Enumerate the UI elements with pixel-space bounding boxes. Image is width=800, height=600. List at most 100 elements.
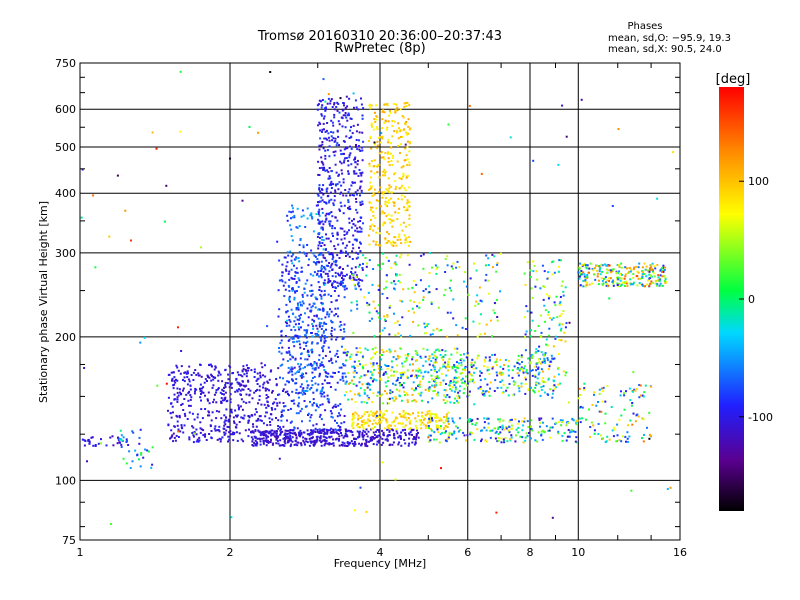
data-point <box>287 254 290 257</box>
data-point <box>355 172 358 175</box>
data-point <box>218 430 221 433</box>
data-point <box>359 180 362 183</box>
data-point <box>177 428 180 431</box>
data-point <box>557 270 560 273</box>
data-point <box>380 132 383 135</box>
data-point <box>641 273 644 276</box>
data-point <box>357 436 360 438</box>
data-point <box>295 378 298 381</box>
data-point <box>189 394 192 397</box>
data-point <box>340 283 343 286</box>
data-point <box>430 374 433 377</box>
data-point <box>368 420 371 423</box>
data-point <box>339 149 342 152</box>
data-point <box>406 399 409 402</box>
data-point <box>480 172 483 175</box>
data-point <box>296 302 299 305</box>
data-point <box>323 244 326 247</box>
data-point <box>277 367 280 370</box>
data-point <box>329 240 332 243</box>
data-point <box>590 421 593 424</box>
data-point <box>341 277 343 279</box>
data-point <box>318 208 321 211</box>
data-point <box>397 122 400 125</box>
data-point <box>305 438 308 440</box>
data-point <box>483 421 486 424</box>
data-point <box>391 421 394 424</box>
data-point <box>415 388 418 391</box>
data-point <box>649 277 652 279</box>
data-point <box>333 108 336 111</box>
data-point <box>182 409 185 411</box>
data-point <box>457 391 460 394</box>
data-point <box>321 207 324 210</box>
data-point <box>233 420 235 423</box>
data-point <box>324 109 327 112</box>
data-point <box>408 201 411 204</box>
data-point <box>633 388 636 391</box>
data-point <box>453 364 456 367</box>
data-point <box>418 386 421 389</box>
data-point <box>381 292 384 295</box>
data-point <box>315 362 318 365</box>
data-point <box>350 135 353 138</box>
data-point <box>208 433 211 435</box>
data-point <box>186 383 189 386</box>
data-point <box>515 434 517 437</box>
data-point <box>208 411 210 414</box>
data-point <box>537 366 540 369</box>
data-point <box>368 104 371 107</box>
data-point <box>339 97 342 100</box>
data-point <box>192 371 195 374</box>
data-point <box>206 398 209 401</box>
data-point <box>377 316 380 319</box>
data-point <box>321 220 324 223</box>
data-point <box>395 430 398 433</box>
data-point <box>631 390 634 393</box>
data-point <box>317 330 320 333</box>
data-point <box>322 365 325 368</box>
data-point <box>456 334 459 337</box>
data-point <box>376 144 379 147</box>
data-point <box>323 341 326 344</box>
data-point <box>435 384 437 387</box>
data-point <box>403 187 406 190</box>
data-point <box>607 264 610 267</box>
data-point <box>226 425 229 428</box>
data-point <box>554 335 557 338</box>
data-point <box>436 327 439 330</box>
data-point <box>88 440 91 443</box>
data-point <box>332 256 335 259</box>
data-point <box>452 267 454 270</box>
data-point <box>447 123 450 126</box>
data-point <box>349 277 352 280</box>
data-point <box>265 397 268 400</box>
data-point <box>173 398 176 401</box>
data-point <box>358 442 361 445</box>
data-point <box>321 303 324 306</box>
data-point <box>325 323 328 325</box>
data-point <box>436 394 439 397</box>
data-point <box>524 436 527 439</box>
data-point <box>406 158 409 161</box>
data-point <box>305 342 308 344</box>
data-point <box>410 429 413 432</box>
data-point <box>314 262 317 264</box>
data-point <box>369 362 372 365</box>
data-point <box>625 390 627 393</box>
data-point <box>351 194 354 197</box>
data-point <box>354 156 357 159</box>
data-point <box>319 293 322 296</box>
data-point <box>524 283 527 286</box>
data-point <box>314 427 317 430</box>
data-point <box>315 213 318 215</box>
data-point <box>396 379 399 381</box>
data-point <box>348 97 351 100</box>
data-point <box>237 404 240 407</box>
data-point <box>288 381 290 384</box>
data-point <box>453 347 456 350</box>
data-point <box>637 266 640 269</box>
data-point <box>399 238 402 241</box>
data-point <box>328 360 331 363</box>
